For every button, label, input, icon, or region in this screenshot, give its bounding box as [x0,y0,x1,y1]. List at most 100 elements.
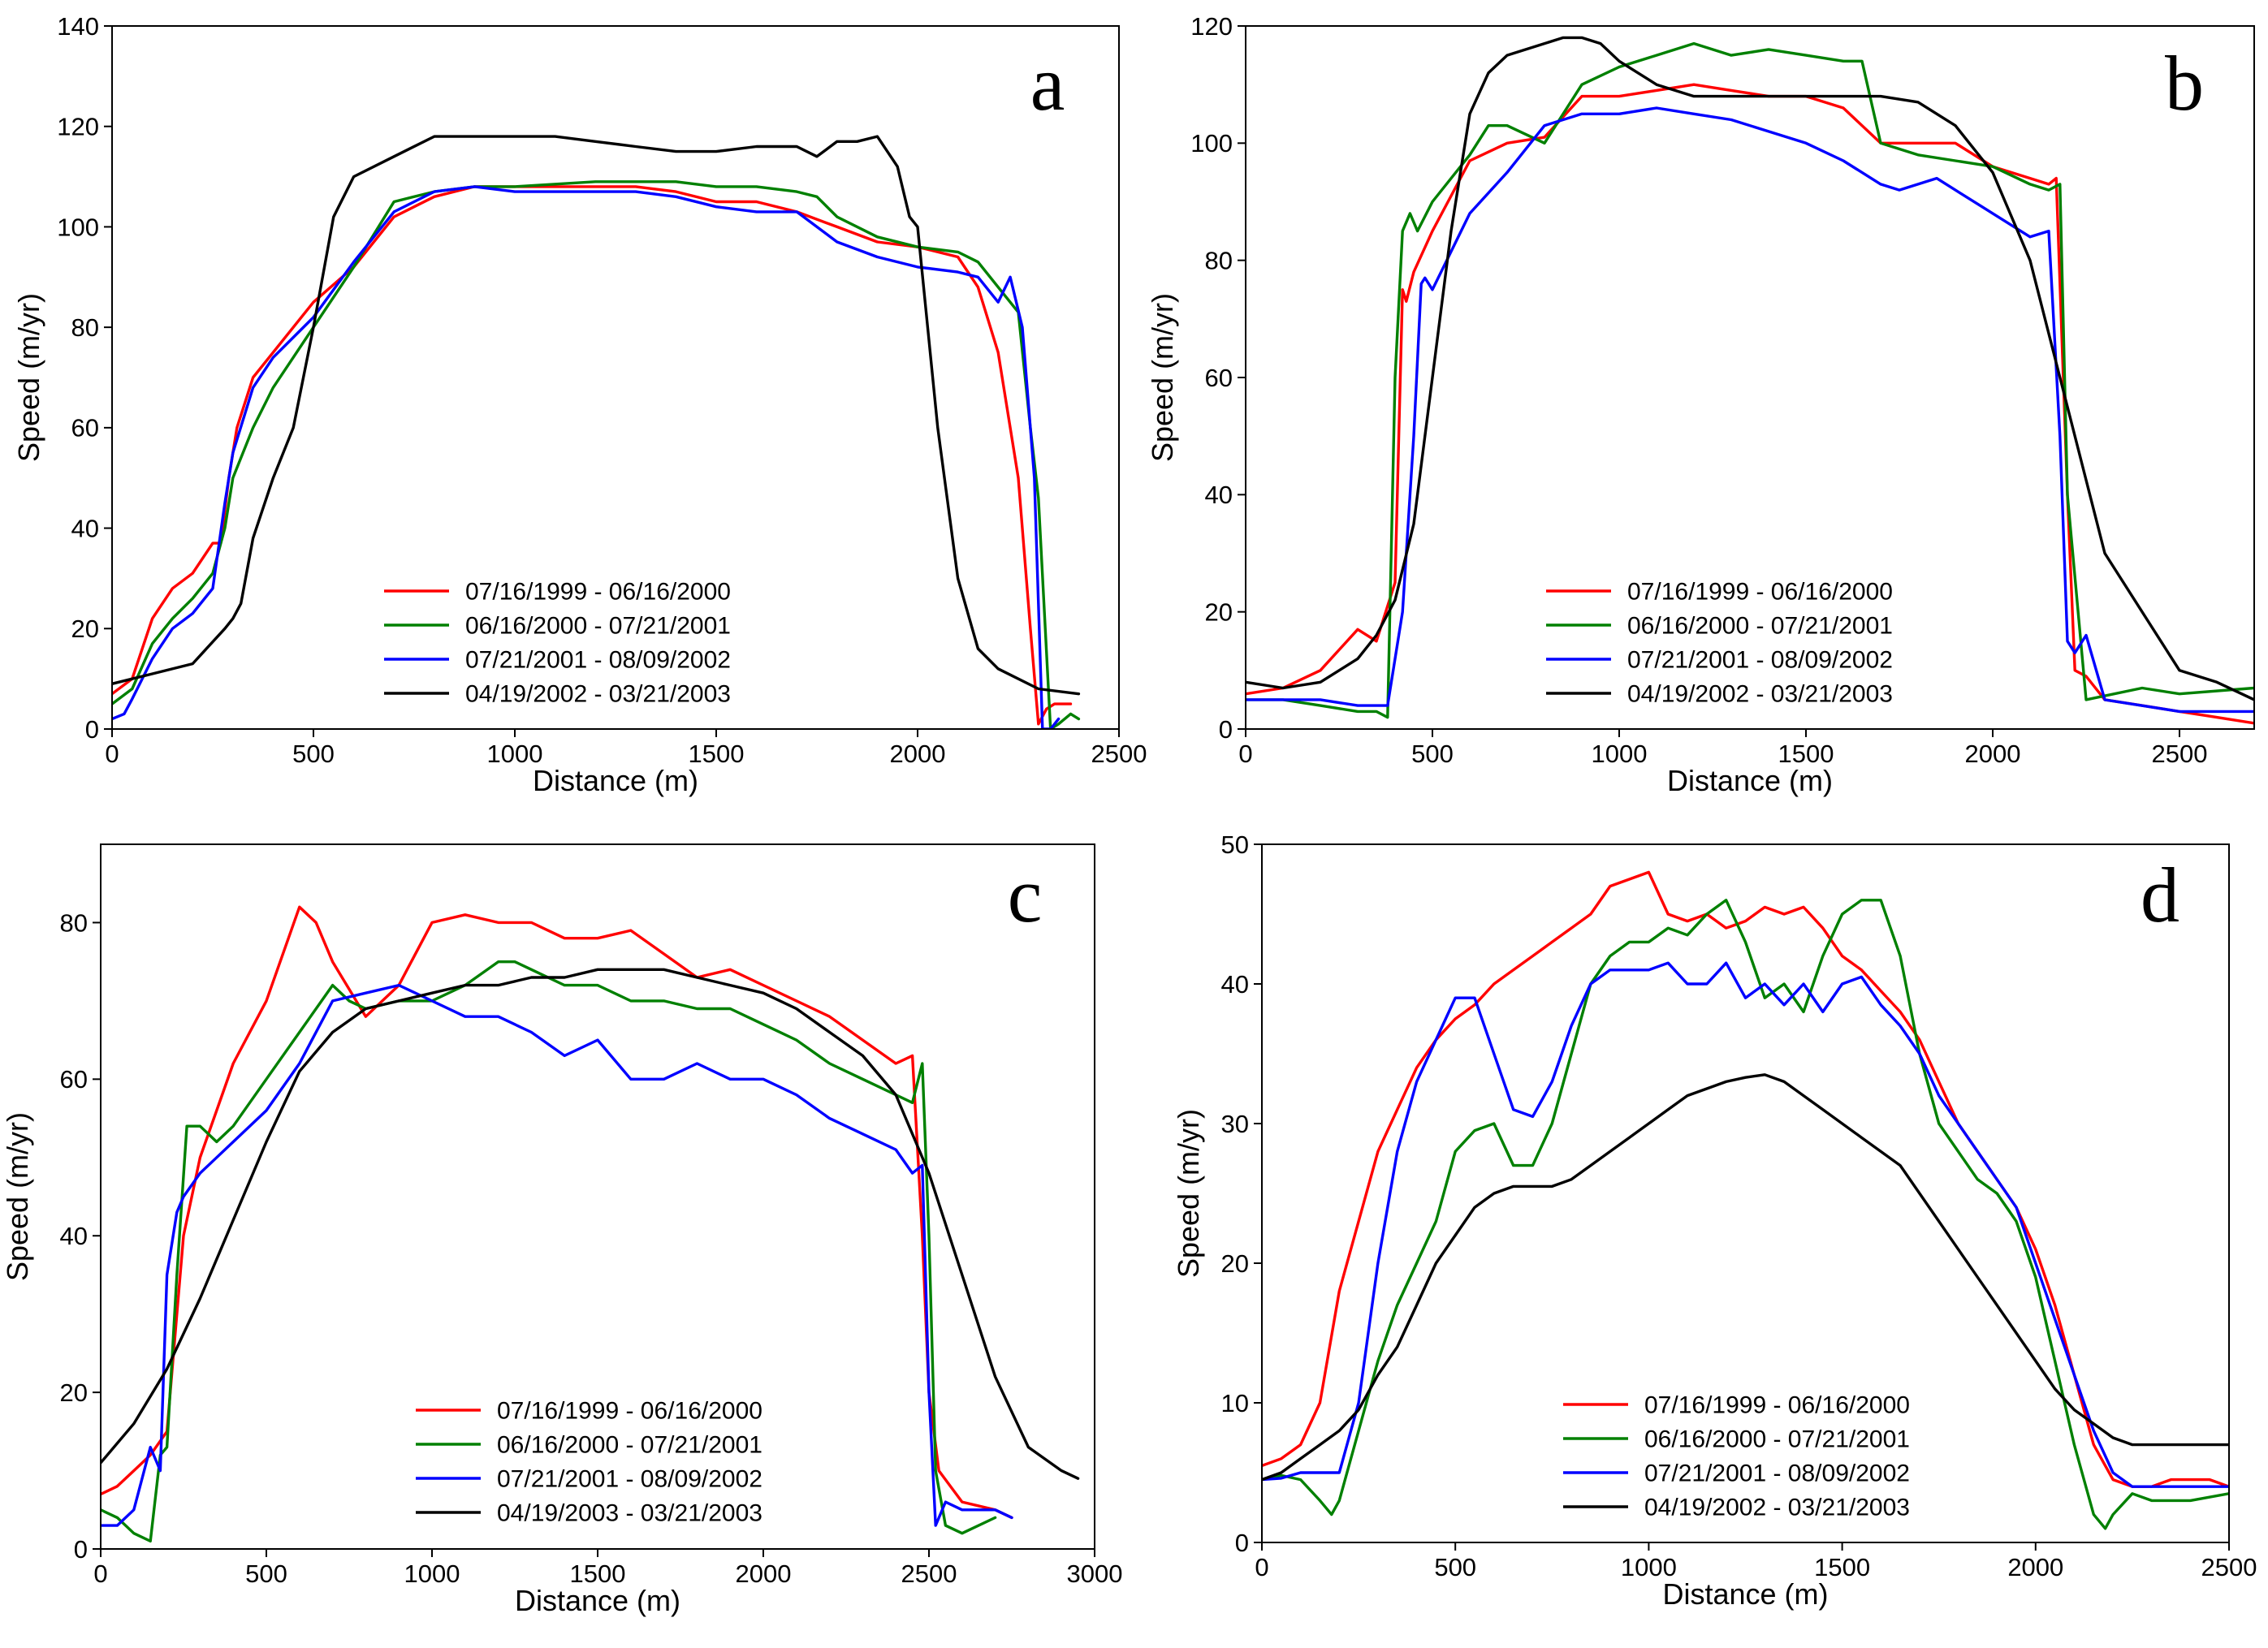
x-tick-label: 3000 [1067,1560,1123,1588]
y-tick-label: 0 [74,1535,88,1564]
x-tick-label: 1500 [689,740,745,768]
x-tick-label: 1500 [570,1560,626,1588]
x-axis-label: Distance (m) [1667,764,1833,797]
legend: 07/16/1999 - 06/16/2000 06/16/2000 - 07/2… [416,1398,762,1527]
y-tick-label: 40 [71,514,99,542]
y-tick-label: 40 [1221,970,1249,999]
y-tick-label: 0 [1235,1529,1249,1557]
legend-label-3: 07/21/2001 - 08/09/2002 [1627,647,1893,674]
x-tick-label: 2000 [1965,740,2021,768]
x-tick-label: 0 [1238,740,1252,768]
y-tick-label: 140 [57,12,99,41]
plot-frame [111,25,1120,730]
x-tick-label: 2500 [2152,740,2208,768]
x-axis-label: Distance (m) [515,1584,680,1617]
series-line-1 [1246,83,2254,725]
legend-label-3: 07/21/2001 - 08/09/2002 [497,1466,762,1493]
series-line-4 [1262,1073,2229,1482]
panel-d: 0 500 1000 1500 2000 2500 0 10 20 30 40 50 Distance … [1172,830,2257,1611]
y-tick-label: 100 [1190,129,1233,157]
series-line-2 [112,180,1081,729]
series-line-3 [112,185,1061,729]
x-tick-label: 0 [93,1560,107,1588]
x-tick-label: 500 [292,740,335,768]
y-tick-label: 60 [60,1065,88,1094]
series-line-1 [1262,870,2229,1488]
y-tick-label: 120 [1190,12,1233,41]
series-line-2 [1246,41,2254,719]
legend-label-4: 04/19/2002 - 03/21/2003 [1627,681,1893,708]
plot-frame [1261,843,2230,1543]
legend: 07/16/1999 - 06/16/2000 06/16/2000 - 07/2… [384,579,731,708]
x-tick-label: 2000 [2007,1553,2063,1581]
x-tick-label: 1000 [404,1560,460,1588]
x-tick-label: 500 [1434,1553,1476,1581]
legend-label-2: 06/16/2000 - 07/21/2001 [497,1432,762,1459]
panel-b: 0 500 1000 1500 2000 2500 0 20 40 60 80 100 120 Dista… [1146,12,2255,797]
panel-letter: a [1030,40,1065,127]
y-tick-label: 20 [1205,598,1233,627]
y-axis-label: Speed (m/yr) [1,1112,34,1281]
x-tick-label: 0 [1255,1553,1268,1581]
panel-letter: d [2141,852,2179,938]
legend-label-3: 07/21/2001 - 08/09/2002 [465,647,731,674]
legend-label-1: 07/16/1999 - 06/16/2000 [497,1398,762,1425]
x-tick-label: 2500 [901,1560,957,1588]
x-tick-label: 1000 [1592,740,1648,768]
y-tick-label: 0 [1219,715,1233,744]
y-axis-label: Speed (m/yr) [1146,293,1179,462]
panel-a: 0 500 1000 1500 2000 2500 0 20 40 60 80 100 120 140 Di… [12,12,1147,797]
legend-label-3: 07/21/2001 - 08/09/2002 [1644,1460,1910,1487]
series-line-4 [1246,36,2254,701]
y-tick-label: 20 [60,1378,88,1407]
legend-label-4: 04/19/2003 - 03/21/2003 [497,1500,762,1527]
y-tick-label: 60 [1205,364,1233,392]
legend-label-2: 06/16/2000 - 07/21/2001 [1627,613,1893,640]
y-tick-label: 80 [71,313,99,342]
y-tick-label: 20 [1221,1249,1249,1278]
legend-label-1: 07/16/1999 - 06/16/2000 [465,579,731,606]
y-tick-label: 60 [71,414,99,442]
legend: 07/16/1999 - 06/16/2000 06/16/2000 - 07/2… [1563,1392,1910,1521]
panel-letter: b [2165,40,2204,127]
y-tick-label: 100 [57,213,99,241]
y-axis-label: Speed (m/yr) [12,293,45,462]
series-line-3 [1246,106,2254,714]
series-line-3 [101,983,1013,1527]
panel-c: 0 500 1000 1500 2000 2500 3000 0 20 40 60 80 Distanc… [1,843,1123,1617]
series-line-4 [101,968,1080,1480]
y-tick-label: 20 [71,615,99,643]
x-tick-label: 1500 [1778,740,1834,768]
x-tick-label: 2000 [890,740,946,768]
y-tick-label: 50 [1221,830,1249,859]
x-tick-label: 2500 [2201,1553,2257,1581]
series-line-3 [1262,961,2229,1488]
x-tick-label: 2500 [1091,740,1147,768]
series-line-4 [112,135,1081,696]
legend-label-4: 04/19/2002 - 03/21/2003 [1644,1495,1910,1521]
legend-label-1: 07/16/1999 - 06/16/2000 [1627,579,1893,606]
y-tick-label: 80 [1205,247,1233,275]
legend-label-2: 06/16/2000 - 07/21/2001 [1644,1426,1910,1453]
y-tick-label: 80 [60,908,88,937]
legend-label-2: 06/16/2000 - 07/21/2001 [465,613,731,640]
legend-label-1: 07/16/1999 - 06/16/2000 [1644,1392,1910,1419]
y-tick-label: 30 [1221,1110,1249,1138]
x-tick-label: 500 [245,1560,287,1588]
x-tick-label: 0 [105,740,119,768]
x-axis-label: Distance (m) [1662,1577,1828,1611]
y-tick-label: 40 [60,1222,88,1250]
y-tick-label: 120 [57,113,99,141]
y-tick-label: 0 [85,715,99,744]
x-axis-label: Distance (m) [533,764,698,797]
y-axis-label: Speed (m/yr) [1172,1109,1205,1278]
x-tick-label: 500 [1411,740,1454,768]
x-tick-label: 1500 [1814,1553,1870,1581]
x-tick-label: 2000 [736,1560,792,1588]
y-tick-label: 10 [1221,1389,1249,1417]
legend: 07/16/1999 - 06/16/2000 06/16/2000 - 07/2… [1546,579,1893,708]
series-line-2 [1262,899,2229,1530]
x-tick-label: 1000 [487,740,543,768]
